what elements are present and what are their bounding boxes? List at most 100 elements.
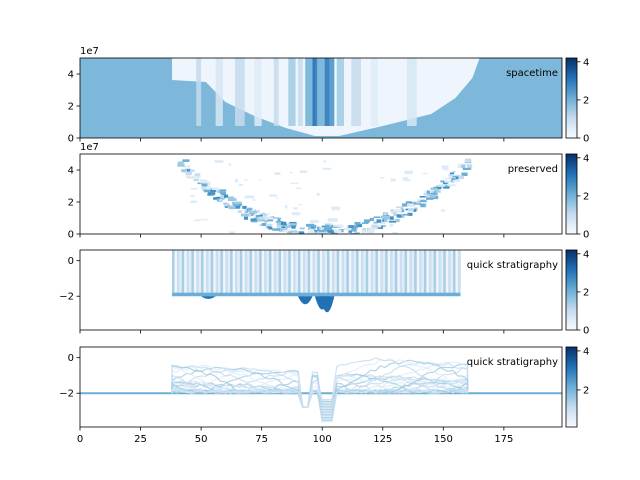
heatmap-cell: [249, 211, 258, 214]
heatmap-cell: [310, 224, 317, 227]
heatmap-cell: [294, 232, 299, 234]
heatmap-cell: [202, 183, 207, 187]
heatmap-column: [205, 250, 209, 297]
heatmap-column: [179, 250, 183, 297]
y-tick-label: 0: [68, 230, 74, 241]
heatmap-cell: [285, 229, 290, 232]
colorbar-gradient: [565, 249, 578, 331]
heatmap-cell: [182, 165, 191, 168]
heatmap-column: [443, 250, 447, 297]
colorbar-tick-label: 4: [583, 57, 589, 68]
heatmap-cell: [272, 228, 281, 231]
y-tick-label: 0: [68, 134, 74, 145]
heatmap-cell: [266, 223, 273, 226]
y-offset-label: 1e7: [80, 142, 99, 153]
heatmap-cell: [324, 226, 333, 230]
heatmap-column: [445, 250, 449, 297]
heatmap-cell: [430, 190, 435, 193]
heatmap-cell: [276, 225, 282, 229]
heatmap-column: [356, 250, 360, 297]
heatmap-cell: [220, 195, 225, 198]
heatmap-cell: [376, 219, 382, 223]
heatmap-cell: [426, 190, 430, 194]
y-tick-label: −2: [59, 292, 74, 303]
heatmap-cell: [319, 226, 325, 230]
heatmap-cell: [280, 226, 288, 229]
heatmap-cell: [441, 165, 449, 170]
panel-1: spacetime 1e7 0 2 4 0 2 4: [68, 46, 590, 145]
heatmap-column: [339, 250, 343, 297]
heatmap-cell: [282, 229, 289, 233]
heatmap-column: [290, 250, 294, 297]
heatmap-cell: [449, 172, 455, 175]
colorbar-tick-label: 2: [583, 385, 589, 396]
heatmap-cell: [291, 225, 296, 229]
heatmap-cell: [263, 213, 268, 217]
heatmap-column: [305, 250, 309, 297]
heatmap-column: [227, 250, 231, 297]
heatmap-column: [344, 250, 347, 297]
heatmap-cell: [425, 194, 430, 199]
heatmap-cell: [330, 231, 338, 234]
heatmap-cell: [274, 172, 281, 175]
heatmap-column: [348, 250, 352, 297]
heatmap-column: [324, 250, 328, 297]
heatmap-cell: [224, 205, 229, 208]
heatmap-cell: [392, 232, 398, 234]
y-tick-label: 2: [68, 102, 74, 113]
heatmap-cell: [217, 191, 221, 194]
heatmap-column: [232, 250, 236, 297]
heatmap-column: [440, 250, 444, 297]
heatmap-column: [426, 250, 430, 297]
heatmap-column: [368, 250, 372, 297]
heatmap-column: [411, 250, 415, 297]
heatmap-column: [264, 250, 268, 297]
colorbar-tick-label: 4: [583, 153, 589, 164]
heatmap-cell: [350, 228, 357, 231]
heatmap-cell: [243, 216, 249, 220]
heatmap-cell: [201, 187, 209, 190]
heatmap-cell: [447, 184, 456, 187]
heatmap-column: [322, 250, 326, 297]
heatmap-column: [404, 250, 408, 297]
heatmap-cell: [402, 213, 410, 216]
heatmap-column: [419, 250, 423, 297]
series-line: [171, 357, 469, 409]
heatmap-cell: [366, 231, 375, 234]
heatmap-cell: [429, 194, 436, 198]
colorbar-tick-label: 0: [583, 134, 589, 145]
heatmap-cell: [323, 160, 327, 163]
heatmap-cell: [430, 187, 438, 191]
heatmap-column: [421, 250, 425, 297]
heatmap-cell: [193, 219, 200, 222]
heatmap-cell: [407, 212, 413, 216]
heatmap-column: [385, 250, 389, 297]
heatmap-column: [259, 250, 263, 297]
heatmap-column: [281, 250, 284, 297]
heatmap-column: [283, 250, 287, 297]
heatmap-cell: [379, 221, 386, 224]
heatmap-column: [201, 250, 205, 297]
heatmap-cell: [316, 192, 320, 196]
heatmap-cell: [384, 218, 388, 222]
heatmap-cell: [324, 236, 330, 238]
heatmap-cell: [402, 203, 410, 207]
heatmap-cell: [285, 225, 291, 228]
heatmap-cell: [389, 216, 394, 220]
heatmap-cell: [435, 190, 440, 192]
heatmap-cell: [307, 231, 316, 234]
heatmap-column: [327, 250, 330, 297]
heatmap-cell: [461, 172, 468, 176]
heatmap-column: [198, 250, 202, 297]
heatmap-channel: [297, 296, 313, 305]
heatmap-cell: [286, 231, 292, 234]
heatmap-column: [174, 250, 178, 297]
heatmap-cell: [278, 228, 285, 232]
heatmap-column: [365, 250, 369, 297]
heatmap-column: [317, 250, 321, 297]
heatmap-cell: [285, 223, 291, 226]
heatmap-cell: [211, 187, 220, 190]
heatmap-cell: [380, 176, 385, 179]
heatmap-cell: [389, 224, 394, 227]
heatmap-cell: [348, 233, 353, 234]
